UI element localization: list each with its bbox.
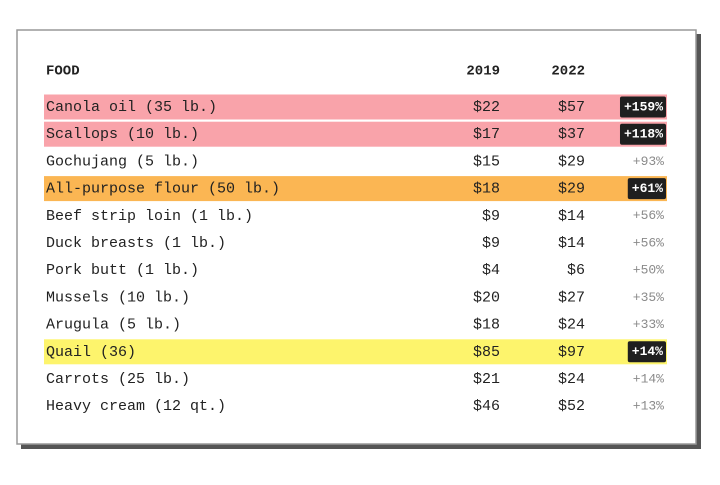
price-2022: $29 (558, 181, 585, 198)
price-2019: $15 (473, 153, 500, 170)
price-2022: $14 (558, 235, 585, 252)
price-2022: $97 (558, 344, 585, 361)
change-percent: +33% (633, 317, 664, 332)
change-percent: +14% (633, 371, 664, 386)
food-name: Scallops (10 lb.) (46, 126, 199, 143)
change-badge (627, 178, 666, 200)
table-body: Canola oil (35 lb.) $22 $57 +159% Scallops (… (44, 94, 667, 415)
price-2019: $18 (473, 317, 500, 334)
price-2019: $21 (473, 371, 500, 388)
change-percent: +118% (624, 127, 663, 142)
change-percent: +50% (633, 263, 664, 278)
change-badge (627, 341, 666, 363)
food-name: Gochujang (5 lb.) (46, 153, 199, 170)
row-highlight (44, 94, 667, 120)
price-2019: $18 (473, 181, 500, 198)
food-name: Quail (36) (46, 344, 136, 361)
row-highlight (44, 121, 667, 147)
header-2019: 2019 (466, 64, 500, 80)
price-2019: $9 (482, 235, 500, 252)
price-2019: $4 (482, 262, 500, 279)
row-highlight (44, 176, 667, 202)
change-percent: +35% (633, 290, 664, 305)
change-percent: +56% (633, 235, 664, 250)
price-2022: $24 (558, 371, 585, 388)
change-percent: +159% (624, 99, 663, 114)
price-2022: $14 (558, 208, 585, 225)
price-2022: $29 (558, 153, 585, 170)
food-name: Mussels (10 lb.) (46, 289, 190, 306)
change-percent: +61% (632, 181, 663, 196)
food-name: All-purpose flour (50 lb.) (46, 181, 280, 198)
change-percent: +56% (633, 208, 664, 223)
price-2019: $20 (473, 289, 500, 306)
food-name: Duck breasts (1 lb.) (46, 235, 226, 252)
food-name: Canola oil (35 lb.) (46, 99, 217, 116)
change-percent: +93% (633, 154, 664, 169)
price-2022: $24 (558, 317, 585, 334)
price-2022: $37 (558, 126, 585, 143)
change-percent: +14% (632, 344, 663, 359)
food-name: Pork butt (1 lb.) (46, 262, 199, 279)
change-percent: +13% (633, 399, 664, 414)
price-2022: $27 (558, 289, 585, 306)
change-badge (619, 123, 666, 145)
header-food: FOOD (46, 64, 80, 80)
header-2022: 2022 (551, 64, 585, 80)
food-name: Heavy cream (12 qt.) (46, 398, 226, 415)
change-badge (619, 96, 666, 118)
price-2019: $17 (473, 126, 500, 143)
row-highlight (44, 339, 667, 365)
food-name: Beef strip loin (1 lb.) (46, 208, 253, 225)
price-2019: $46 (473, 398, 500, 415)
food-name: Arugula (5 lb.) (46, 317, 181, 334)
price-2022: $57 (558, 99, 585, 116)
price-2019: $22 (473, 99, 500, 116)
price-2022: $52 (558, 398, 585, 415)
price-2022: $6 (567, 262, 585, 279)
food-name: Carrots (25 lb.) (46, 371, 190, 388)
price-2019: $85 (473, 344, 500, 361)
price-2019: $9 (482, 208, 500, 225)
